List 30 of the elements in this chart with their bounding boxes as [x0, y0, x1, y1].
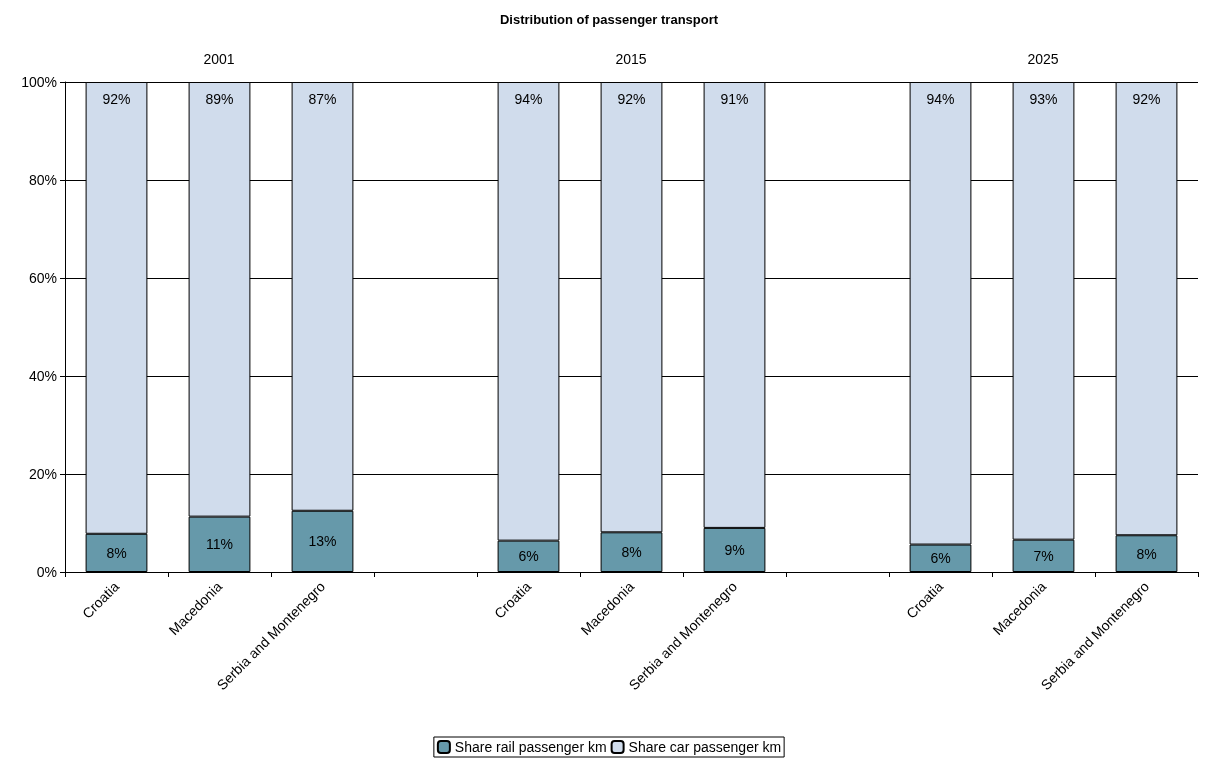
data-label: 94% [514, 91, 543, 107]
data-label: 9% [724, 541, 745, 558]
data-label: 8% [621, 544, 642, 561]
y-tick-label: 100% [21, 74, 57, 90]
y-tick-label: 0% [36, 564, 57, 580]
data-label: 7% [1033, 547, 1054, 564]
data-label: 89% [205, 91, 234, 107]
y-tick-label: 80% [28, 172, 57, 188]
y-tick-label: 40% [28, 368, 57, 384]
legend-label: Share rail passenger km [454, 739, 607, 755]
data-label: 6% [930, 550, 951, 567]
legend-label: Share car passenger km [628, 739, 782, 755]
text: 2025 [1027, 51, 1059, 67]
data-label: 8% [1136, 545, 1157, 562]
data-label: 6% [518, 548, 539, 565]
y-tick-label: 20% [28, 466, 57, 482]
data-label: 13% [308, 533, 337, 550]
text: 2015 [615, 51, 647, 67]
data-label: 92% [102, 91, 131, 107]
data-label: 94% [926, 91, 955, 107]
data-label: 91% [720, 91, 749, 107]
data-label: 92% [1132, 91, 1161, 107]
data-label: 11% [206, 536, 233, 553]
data-label: 87% [308, 91, 337, 107]
data-label: 92% [617, 91, 646, 107]
text: 2001 [203, 51, 235, 67]
y-tick-label: 60% [28, 270, 57, 286]
data-label: 93% [1029, 91, 1058, 107]
chart-title: Distribution of passenger transport [499, 12, 719, 27]
data-label: 8% [106, 544, 127, 561]
